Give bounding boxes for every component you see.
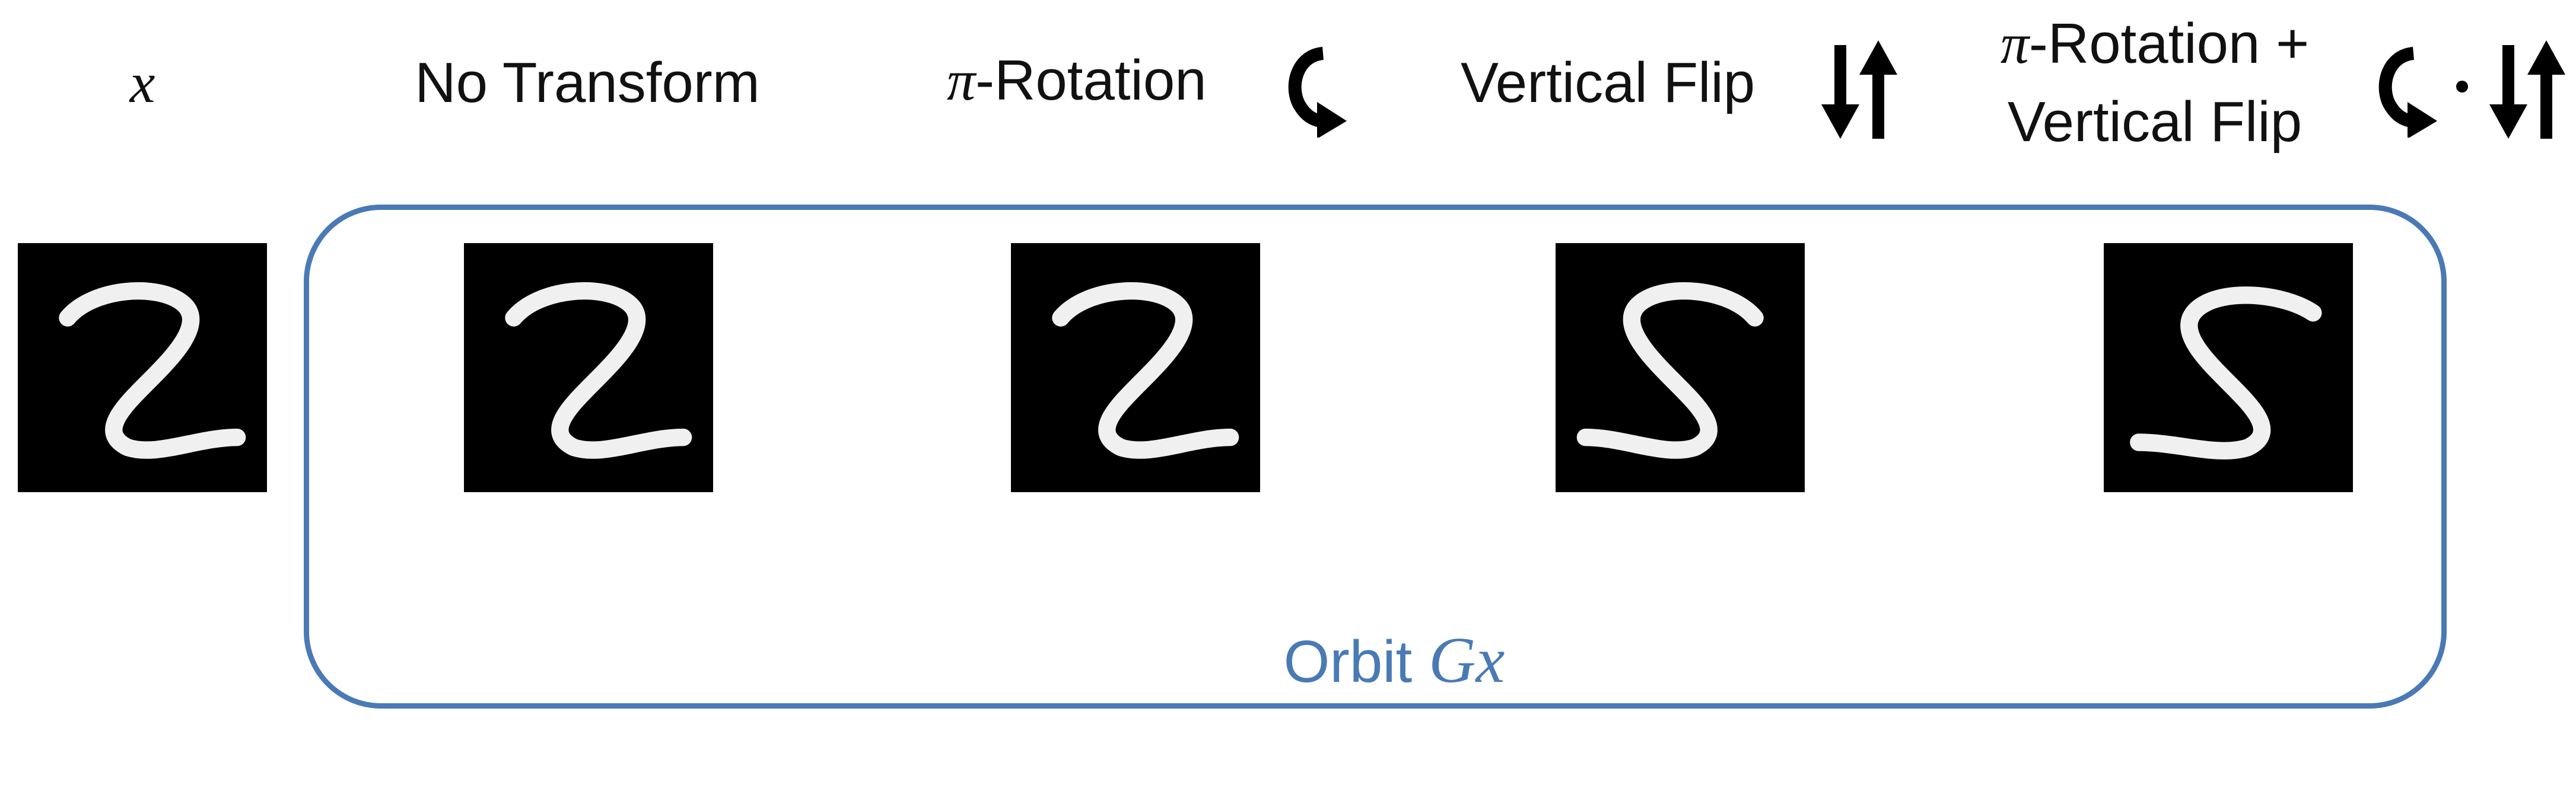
vertical-flip-arrows-icon [2486,39,2569,140]
label-vertical-flip: Vertical Flip [1461,51,1756,114]
label-rotation-flip-line1: π-Rotation + [2000,12,2310,75]
rotate-clockwise-arrow-icon [2371,43,2442,138]
label-x: x [129,51,155,114]
orbit-boundary [304,205,2447,709]
digit-pi-rotation [1011,243,1260,492]
orbit-label: Orbit Gx [1283,624,1505,696]
vertical-flip-arrows-icon [1818,39,1901,140]
digit-rotation-and-flip [2104,243,2353,492]
digit-vertical-flip [1556,243,1805,492]
label-pi-rotation: π-Rotation [947,49,1207,112]
rotate-clockwise-arrow-icon [1280,43,1351,138]
digit-original [18,243,267,492]
label-no-transform: No Transform [415,51,760,114]
label-rotation-flip-line2: Vertical Flip [2007,90,2303,154]
digit-no-transform [464,243,713,492]
composition-dot [2455,79,2469,94]
